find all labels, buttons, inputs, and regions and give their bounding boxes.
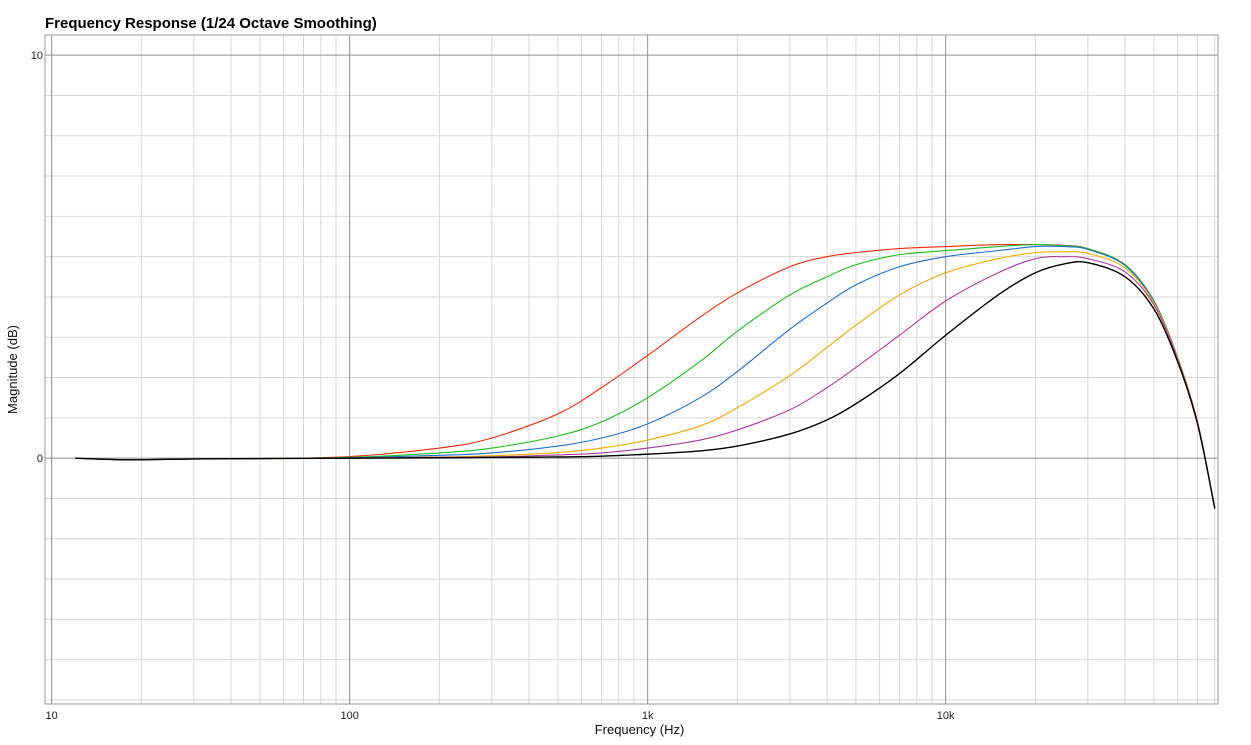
x-tick-label: 1k: [642, 710, 654, 722]
x-axis-label: Frequency (Hz): [595, 722, 685, 737]
x-tick-labels: 10 100 1k 10k: [46, 710, 956, 722]
y-tick-label: 10: [31, 50, 43, 62]
series-line-6: [75, 260, 1216, 509]
y-tick-label: 0: [37, 453, 43, 465]
series-line-5: [75, 256, 1216, 509]
series-line-4: [75, 251, 1216, 509]
chart-title: Frequency Response (1/24 Octave Smoothin…: [45, 15, 377, 32]
x-tick-label: 10: [46, 710, 58, 722]
x-tick-label: 100: [340, 710, 358, 722]
series-line-2: [75, 244, 1216, 509]
plot-frame: [44, 34, 1219, 705]
minor-grid: [45, 35, 1218, 704]
y-tick-labels: 10 0: [31, 50, 43, 465]
y-axis-label: Magnitude (dB): [5, 325, 20, 414]
series-layer: [75, 243, 1216, 509]
x-tick-label: 10k: [937, 710, 955, 722]
series-line-1: [75, 243, 1216, 509]
